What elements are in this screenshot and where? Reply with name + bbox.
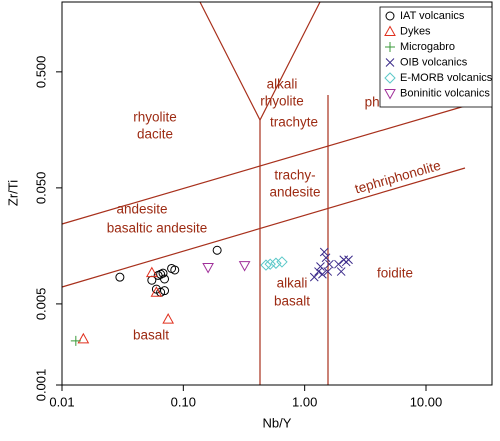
data-point <box>276 256 288 268</box>
plot-frame <box>61 1 493 386</box>
data-point <box>314 267 323 276</box>
legend-marker <box>384 89 396 100</box>
legend-marker <box>385 58 395 67</box>
legend-label: Boninitic volcanics <box>400 87 490 99</box>
data-point <box>77 332 90 344</box>
legend-label: OIB volcanics <box>400 56 468 68</box>
data-point <box>212 245 222 255</box>
data-point <box>162 313 175 324</box>
data-point <box>270 257 282 269</box>
x-tick-label: 0.10 <box>171 394 196 409</box>
field-label: alkali <box>267 77 298 92</box>
legend-marker <box>385 42 395 52</box>
data-point <box>336 267 346 276</box>
y-tick-label: 0.050 <box>33 172 48 205</box>
legend-label: E-MORB volcanics <box>400 72 493 84</box>
data-point <box>145 266 158 278</box>
legend-label: IAT volcanics <box>400 10 465 22</box>
y-tick-label: 0.005 <box>33 288 48 321</box>
x-axis-title: Nb/Y <box>263 415 292 430</box>
data-point <box>316 262 325 271</box>
boundary-line <box>61 167 466 288</box>
data-point <box>334 259 343 269</box>
data-point <box>160 274 170 284</box>
data-point <box>318 269 327 279</box>
legend-marker <box>384 25 396 36</box>
data-point <box>264 258 276 270</box>
data-point <box>160 286 170 296</box>
field-label: andesite <box>116 202 167 217</box>
x-tick-label: 1.00 <box>292 394 317 409</box>
data-point <box>170 265 180 275</box>
field-label: tephriphonolite <box>353 158 442 197</box>
y-axis-title: Zr/Ti <box>5 180 20 206</box>
field-label: foidite <box>377 266 413 281</box>
data-point <box>321 253 331 263</box>
data-point <box>238 261 251 272</box>
data-point <box>323 267 333 276</box>
y-tick-label: 0.001 <box>33 369 48 402</box>
field-label: dacite <box>137 127 173 142</box>
legend-label: Microgabro <box>400 41 455 53</box>
x-tick-label: 10.00 <box>410 394 443 409</box>
data-point <box>325 259 334 269</box>
data-point <box>309 272 319 282</box>
data-point <box>260 259 272 271</box>
boundary-line <box>61 105 466 225</box>
data-point <box>158 268 168 278</box>
data-point <box>115 272 125 282</box>
y-tick-label: 0.500 <box>33 56 48 89</box>
data-point <box>70 335 81 346</box>
field-boundaries <box>61 1 466 385</box>
legend-box <box>379 6 493 108</box>
legend-marker <box>385 11 395 21</box>
legend-label: Dykes <box>400 25 431 37</box>
field-label: basalt <box>274 294 310 309</box>
field-label: alkali <box>277 276 308 291</box>
legend-marker <box>384 72 396 84</box>
field-label: rhyolite <box>133 110 177 125</box>
field-label: basalt <box>133 328 169 343</box>
field-label: rhyolite <box>260 94 304 109</box>
field-label: trachyte <box>270 115 318 130</box>
data-point <box>150 286 163 297</box>
data-point <box>319 247 329 257</box>
data-point <box>202 262 214 274</box>
field-label: andesite <box>269 185 320 200</box>
field-label: trachy- <box>274 168 315 183</box>
field-label: basaltic andesite <box>107 221 208 236</box>
x-tick-label: 0.01 <box>49 394 74 409</box>
data-point <box>344 255 353 265</box>
